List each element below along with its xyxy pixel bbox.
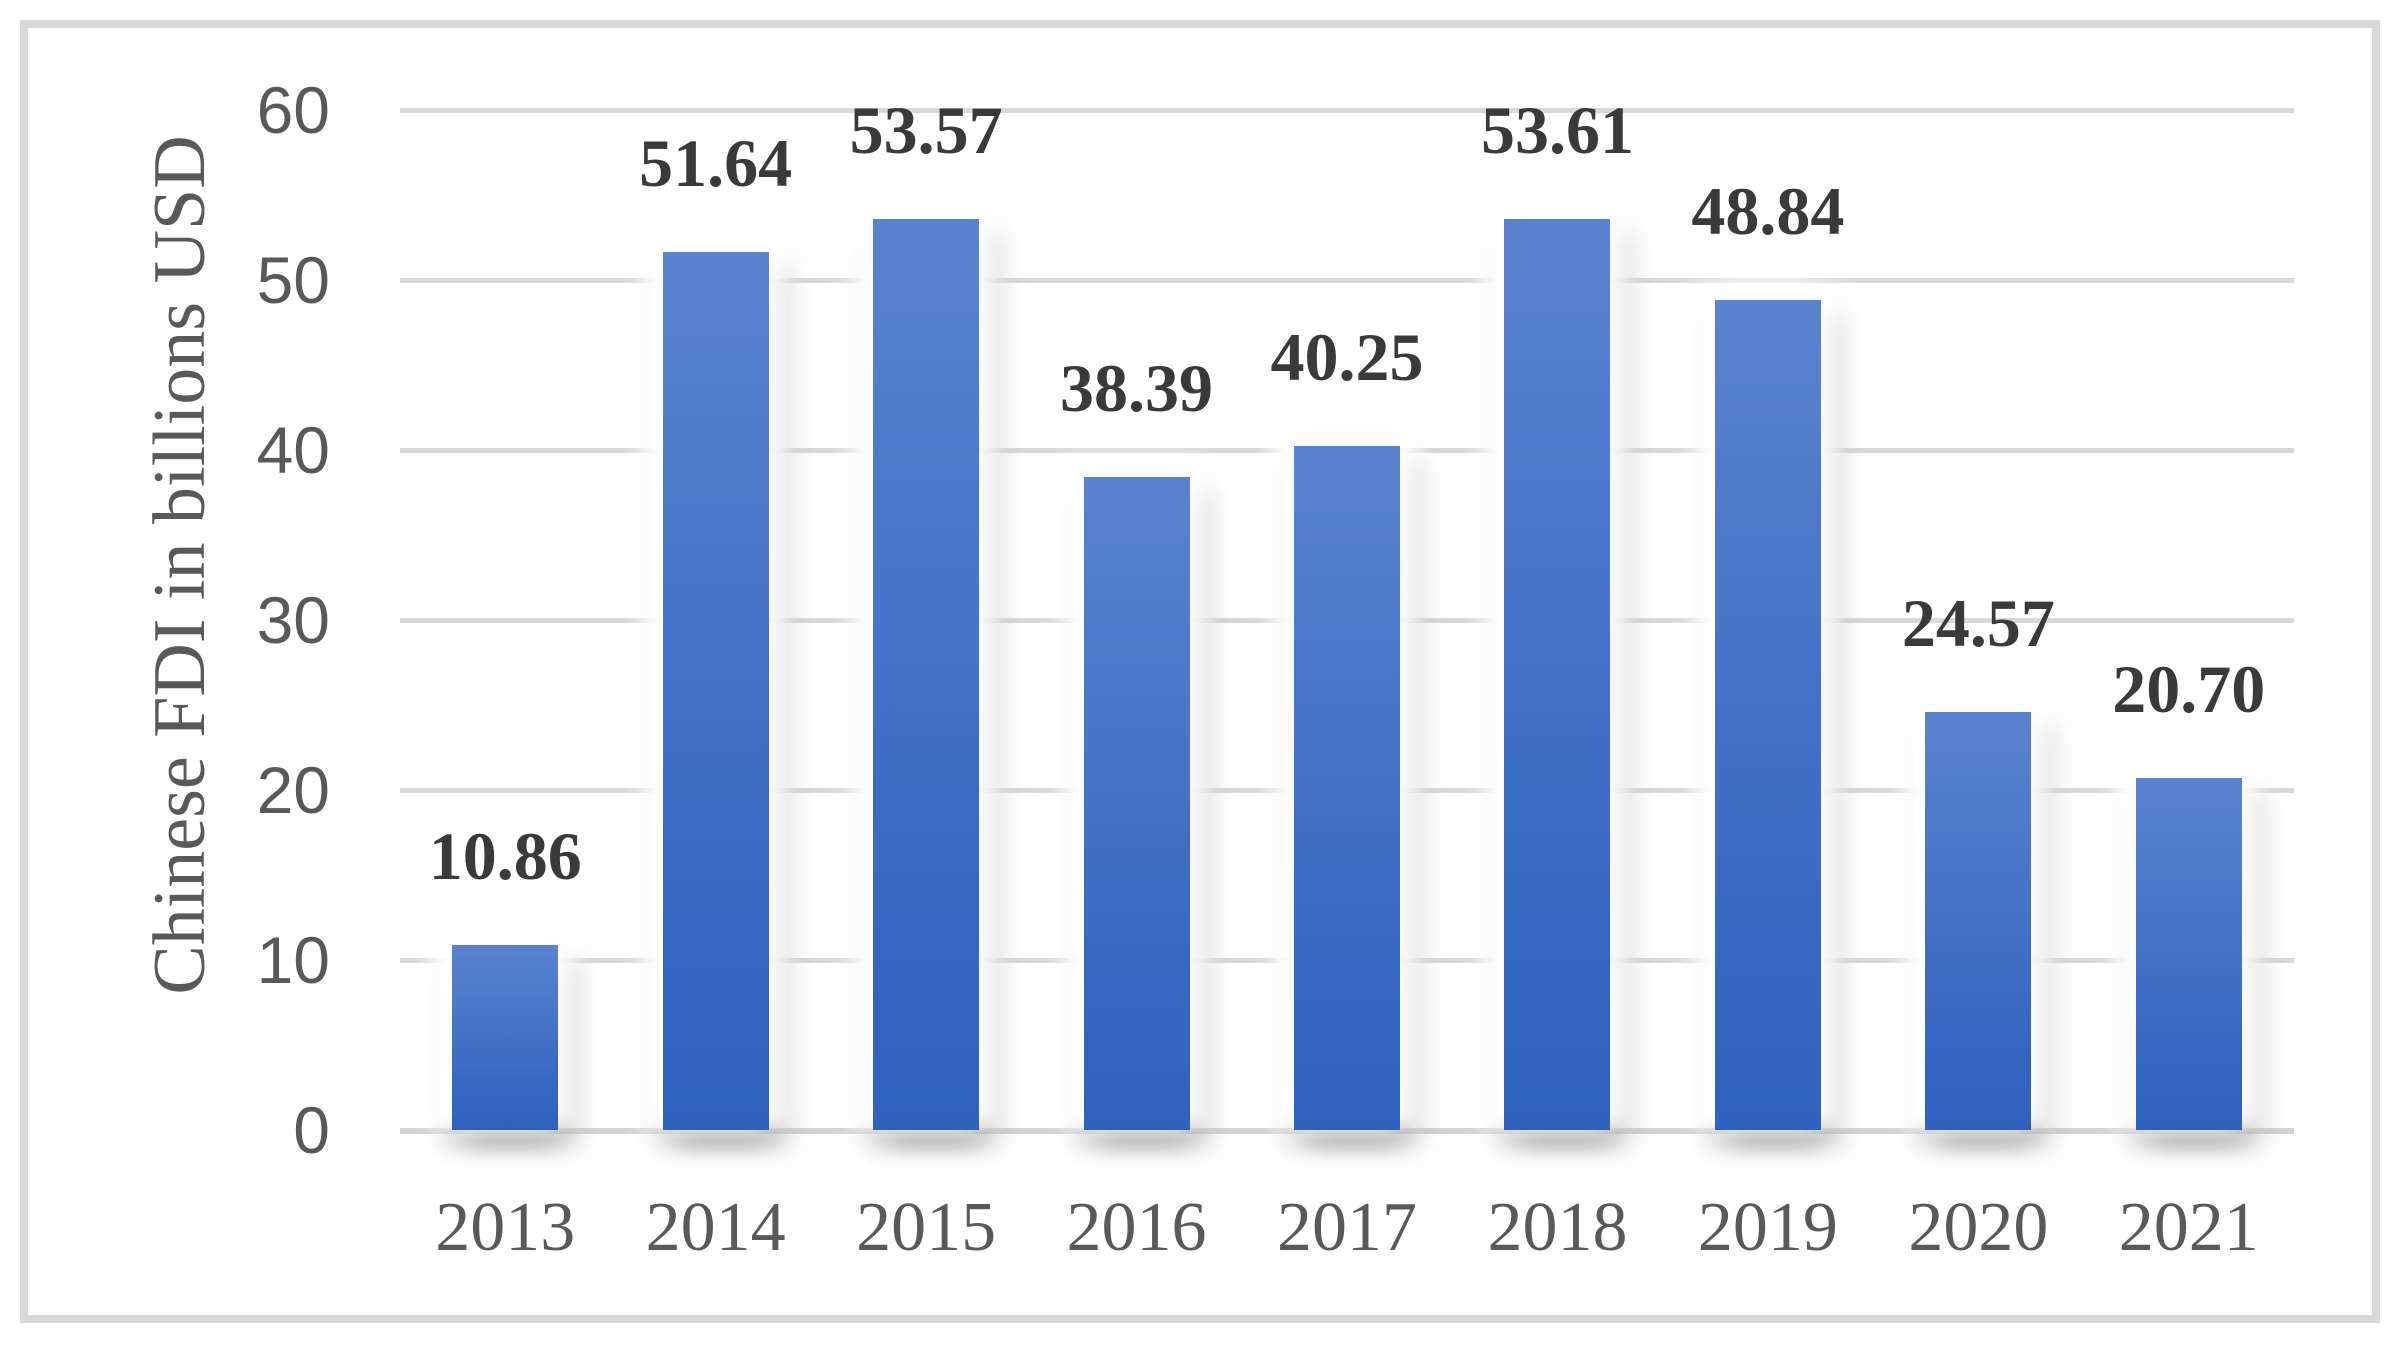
x-tick-label-2017: 2017	[1276, 1189, 1417, 1266]
y-tick-label: 0	[293, 1093, 330, 1167]
bar-2020	[1925, 712, 2032, 1130]
y-tick-label: 50	[256, 243, 330, 317]
y-tick-label: 20	[256, 753, 330, 827]
bar-slot: 48.84	[1663, 110, 1873, 1130]
bar-2019	[1714, 299, 1821, 1130]
y-axis-tick-labels: 0 10 20 30 40 50 60	[0, 73, 330, 1167]
bar-2021	[2135, 778, 2242, 1130]
bar-slot: 40.25	[1242, 110, 1452, 1130]
x-tick-label-2015: 2015	[856, 1189, 997, 1266]
bar-value-label: 48.84	[1691, 172, 1845, 249]
bar-value-label: 24.57	[1901, 585, 2055, 662]
x-tick-label-2014: 2014	[645, 1189, 786, 1266]
bar-value-label: 40.25	[1270, 318, 1424, 395]
y-tick-label: 60	[256, 73, 330, 147]
bar-slot: 51.64	[610, 110, 820, 1130]
bar-slot: 20.70	[2084, 110, 2294, 1130]
x-tick-label-2016: 2016	[1066, 1189, 1207, 1266]
y-tick-label: 10	[256, 923, 330, 997]
bar-2016	[1083, 477, 1190, 1130]
bar-2017	[1293, 445, 1400, 1130]
x-tick-label-2018: 2018	[1487, 1189, 1628, 1266]
gridline	[400, 278, 2294, 283]
x-tick-label-2019: 2019	[1697, 1189, 1838, 1266]
bar-value-label: 51.64	[639, 125, 793, 202]
x-tick-label-2013: 2013	[435, 1189, 576, 1266]
bar-value-label: 53.61	[1480, 91, 1634, 168]
bar-value-label: 53.57	[849, 92, 1003, 169]
plot-area: 10.86 51.64 53.57 38.39 40.25 53.61 48.84 24.57…	[400, 96, 2294, 1134]
bar-2014	[662, 252, 769, 1130]
gridline	[400, 108, 2294, 113]
bar-slot: 53.61	[1452, 96, 1662, 1130]
x-tick-label-2021: 2021	[2118, 1189, 2259, 1266]
bar-slot: 53.57	[821, 96, 1031, 1130]
bar-value-label: 38.39	[1060, 350, 1214, 427]
bar-value-label: 20.70	[2112, 651, 2266, 728]
bar-slot: 24.57	[1873, 110, 2083, 1130]
x-tick-label-2020: 2020	[1908, 1189, 2049, 1266]
bar-slot: 38.39	[1031, 110, 1241, 1130]
bar-2013	[452, 945, 559, 1130]
y-tick-label: 30	[256, 583, 330, 657]
y-tick-label: 40	[256, 413, 330, 487]
bar-value-label: 10.86	[428, 818, 582, 895]
bar-slot: 10.86	[400, 110, 610, 1130]
bar-2015	[873, 219, 980, 1130]
x-axis-line	[400, 1128, 2294, 1134]
bar-2018	[1504, 218, 1611, 1130]
x-axis-tick-labels: 2013 2014 2015 2016 2017 2018 2019 2020 2021	[400, 1130, 2294, 1310]
